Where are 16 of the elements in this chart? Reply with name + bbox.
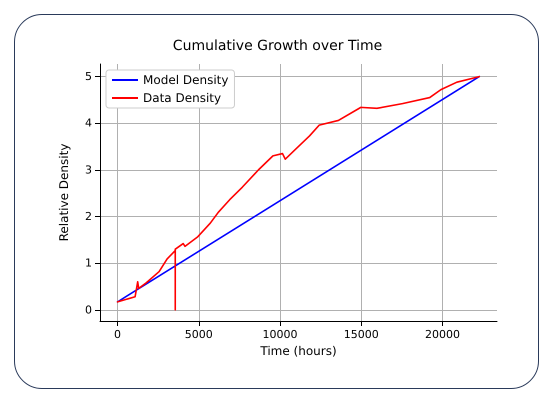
y-tick-label: 3 (85, 163, 92, 176)
chart-title: Cumulative Growth over Time (172, 38, 382, 54)
x-tick-label: 15000 (344, 328, 379, 341)
x-tick-label: 5000 (184, 328, 213, 341)
y-axis-title: Relative Density (57, 144, 71, 242)
x-tick-label: 0 (114, 328, 122, 341)
y-tick-label: 5 (85, 70, 92, 84)
legend-label: Model Density (143, 73, 228, 87)
x-tick-label: 20000 (425, 328, 460, 341)
x-tick-label: 10000 (262, 328, 298, 341)
legend-label: Data Density (143, 91, 222, 105)
y-tick-label: 2 (85, 210, 92, 224)
y-tick-label: 1 (85, 256, 92, 270)
y-tick-label: 4 (85, 116, 92, 130)
y-tick-label: 0 (85, 303, 92, 316)
x-axis-title: Time (hours) (259, 344, 337, 358)
